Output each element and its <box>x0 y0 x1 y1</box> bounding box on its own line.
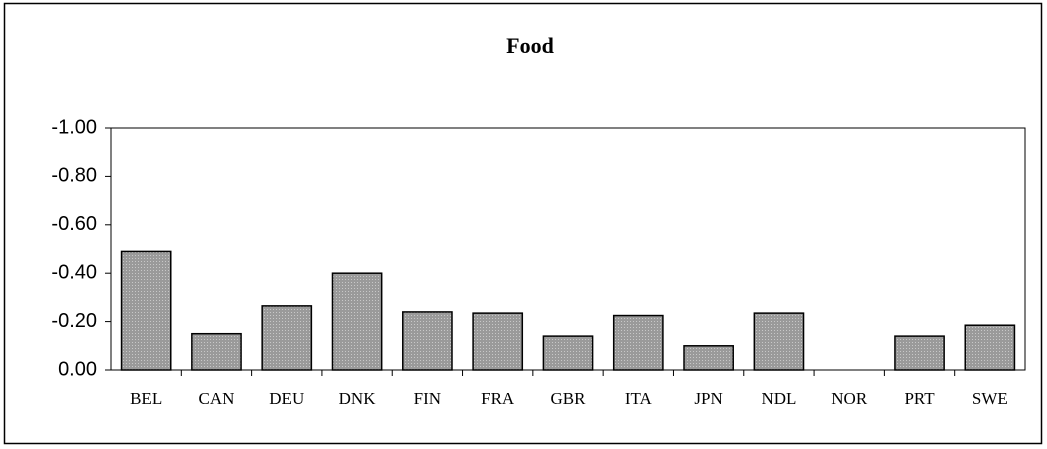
x-tick-label: DNK <box>339 389 377 408</box>
bar <box>612 314 664 371</box>
bar <box>894 335 945 371</box>
bar <box>120 250 172 371</box>
bar <box>753 312 805 371</box>
x-tick-label: GBR <box>551 389 587 408</box>
bar <box>964 324 1016 371</box>
x-tick-label: CAN <box>199 389 235 408</box>
y-tick-label: -0.40 <box>51 261 97 283</box>
x-tick-label: SWE <box>972 389 1008 408</box>
bar <box>191 332 242 371</box>
x-tick-label: FRA <box>481 389 515 408</box>
bar <box>402 311 453 371</box>
bar <box>261 305 313 371</box>
chart-frame <box>3 2 1043 445</box>
x-tick-label: NOR <box>831 389 868 408</box>
y-tick-label: -0.20 <box>51 310 97 332</box>
x-tick-label: NDL <box>761 389 796 408</box>
x-tick-label: ITA <box>625 389 653 408</box>
y-tick-label: -1.00 <box>51 116 97 138</box>
x-tick-label: PRT <box>904 389 935 408</box>
x-tick-label: JPN <box>694 389 722 408</box>
x-tick-label: DEU <box>269 389 304 408</box>
bar <box>542 335 594 371</box>
y-tick-label: -0.80 <box>51 165 97 187</box>
x-tick-label: FIN <box>414 389 441 408</box>
bar <box>472 312 524 371</box>
y-tick-label: 0.00 <box>58 358 97 380</box>
bar <box>331 272 383 371</box>
y-tick-label: -0.60 <box>51 213 97 235</box>
bar <box>683 345 734 371</box>
x-tick-label: BEL <box>130 389 162 408</box>
plot-area <box>110 127 1026 371</box>
chart-title: Food <box>506 33 554 58</box>
